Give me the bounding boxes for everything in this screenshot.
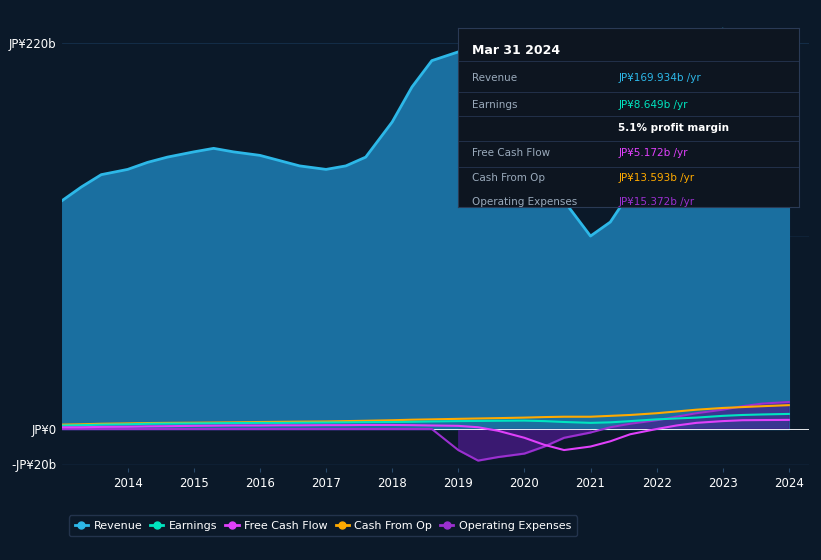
Text: Mar 31 2024: Mar 31 2024	[472, 44, 560, 57]
Text: Earnings: Earnings	[472, 100, 517, 110]
Text: JP¥8.649b /yr: JP¥8.649b /yr	[618, 100, 688, 110]
Text: 5.1% profit margin: 5.1% profit margin	[618, 123, 729, 133]
Legend: Revenue, Earnings, Free Cash Flow, Cash From Op, Operating Expenses: Revenue, Earnings, Free Cash Flow, Cash …	[69, 515, 577, 536]
Text: JP¥5.172b /yr: JP¥5.172b /yr	[618, 147, 688, 157]
Text: Free Cash Flow: Free Cash Flow	[472, 147, 550, 157]
Text: JP¥13.593b /yr: JP¥13.593b /yr	[618, 172, 695, 183]
Text: Operating Expenses: Operating Expenses	[472, 197, 577, 207]
Text: Revenue: Revenue	[472, 73, 517, 83]
Text: Cash From Op: Cash From Op	[472, 172, 545, 183]
Text: JP¥15.372b /yr: JP¥15.372b /yr	[618, 197, 695, 207]
Text: JP¥169.934b /yr: JP¥169.934b /yr	[618, 73, 701, 83]
